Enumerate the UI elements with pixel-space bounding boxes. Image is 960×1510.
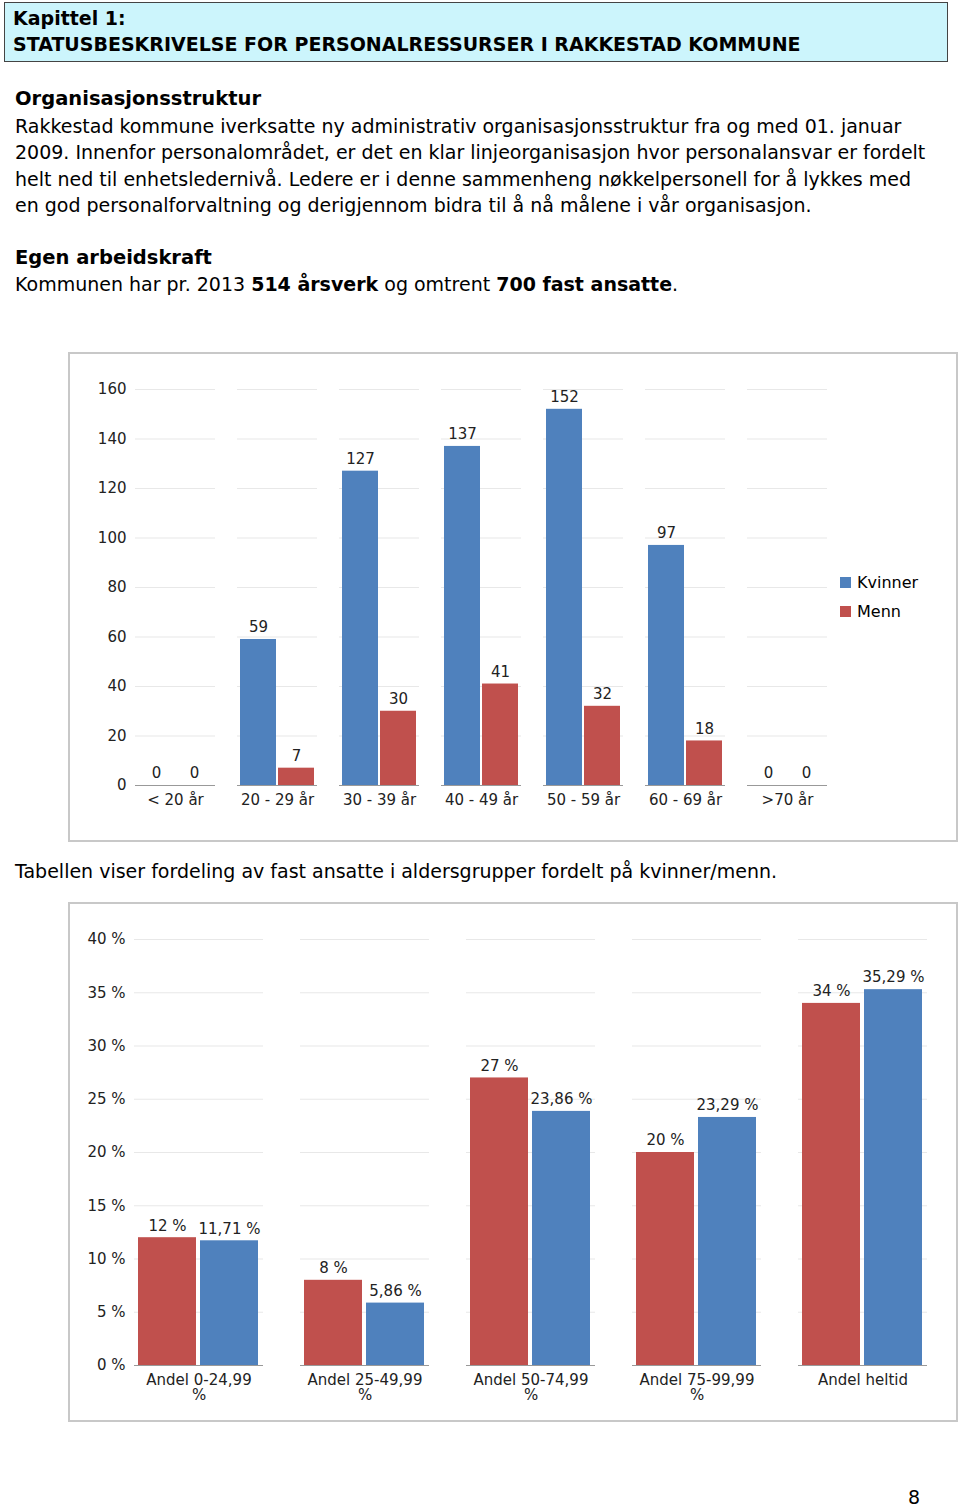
svg-text:137: 137	[448, 425, 477, 443]
svg-text:60 - 69 år: 60 - 69 år	[649, 791, 723, 809]
svg-text:0 %: 0 %	[97, 1356, 126, 1374]
svg-text:5,86 %: 5,86 %	[369, 1282, 421, 1300]
svg-text:11,71 %: 11,71 %	[199, 1220, 261, 1238]
svg-text:0: 0	[152, 764, 162, 782]
svg-text:0: 0	[764, 764, 774, 782]
svg-text:7: 7	[292, 747, 302, 765]
svg-text:8 %: 8 %	[319, 1259, 348, 1277]
svg-text:127: 127	[346, 450, 375, 468]
html-text:Kapittel 1:: Kapittel 1:	[13, 7, 126, 29]
svg-text:40: 40	[107, 677, 126, 695]
svg-text:41: 41	[491, 663, 510, 681]
svg-text:12 %: 12 %	[148, 1217, 186, 1235]
svg-text:120: 120	[98, 479, 127, 497]
svg-text:60: 60	[107, 628, 126, 646]
svg-text:Andel 75-99,99%: Andel 75-99,99%	[640, 1371, 755, 1404]
html-text:Egen arbeidskraft: Egen arbeidskraft	[15, 245, 212, 269]
svg-text:5 %: 5 %	[97, 1303, 126, 1321]
svg-text:30 %: 30 %	[87, 1037, 125, 1055]
svg-text:97: 97	[657, 524, 676, 542]
svg-text:152: 152	[550, 388, 579, 406]
svg-text:30: 30	[389, 690, 408, 708]
html-text:Tabellen viser fordeling av fa: Tabellen viser fordeling av fast ansatte…	[15, 860, 778, 882]
html-text:Organisasjonsstruktur: Organisasjonsstruktur	[15, 87, 261, 110]
svg-text:30 - 39 år: 30 - 39 år	[343, 791, 417, 809]
svg-text:15 %: 15 %	[87, 1197, 125, 1215]
svg-text:Andel 25-49,99%: Andel 25-49,99%	[308, 1371, 423, 1404]
html-text:STATUSBESKRIVELSE FOR PERSONAL: STATUSBESKRIVELSE FOR PERSONALRESSURSER …	[13, 33, 801, 55]
svg-text:>70 år: >70 år	[762, 791, 815, 809]
svg-text:0: 0	[802, 764, 812, 782]
svg-text:0: 0	[190, 764, 200, 782]
svg-text:59: 59	[249, 618, 268, 636]
svg-text:23,86 %: 23,86 %	[531, 1090, 593, 1108]
svg-text:80: 80	[107, 578, 126, 596]
svg-text:40 %: 40 %	[87, 930, 125, 948]
svg-text:< 20 år: < 20 år	[147, 791, 204, 809]
svg-text:32: 32	[593, 685, 612, 703]
html-text:Kvinner: Kvinner	[857, 573, 919, 592]
svg-text:140: 140	[98, 430, 127, 448]
svg-text:40 - 49 år: 40 - 49 år	[445, 791, 519, 809]
svg-text:35,29 %: 35,29 %	[863, 968, 925, 986]
svg-text:23,29 %: 23,29 %	[697, 1096, 759, 1114]
html-text:Rakkestad kommune iverksatte n: Rakkestad kommune iverksatte ny administ…	[15, 114, 926, 216]
svg-text:20: 20	[107, 727, 126, 745]
svg-text:20 - 29 år: 20 - 29 år	[241, 791, 315, 809]
svg-text:20 %: 20 %	[87, 1143, 125, 1161]
svg-text:20 %: 20 %	[646, 1131, 684, 1149]
svg-text:Andel heltid: Andel heltid	[818, 1371, 908, 1389]
html-text:Kommunen har pr. 2013 514 årsv: Kommunen har pr. 2013 514 årsverk og omt…	[15, 273, 679, 295]
svg-text:50 - 59 år: 50 - 59 år	[547, 791, 621, 809]
html-text:8: 8	[908, 1486, 921, 1508]
svg-text:25 %: 25 %	[87, 1090, 125, 1108]
svg-text:10 %: 10 %	[87, 1250, 125, 1268]
svg-text:100: 100	[98, 529, 127, 547]
svg-text:27 %: 27 %	[480, 1057, 518, 1075]
svg-text:35 %: 35 %	[87, 984, 125, 1002]
svg-text:Andel 0-24,99%: Andel 0-24,99%	[146, 1371, 251, 1404]
svg-text:0: 0	[117, 776, 127, 794]
html-text:Menn: Menn	[857, 602, 901, 621]
svg-text:160: 160	[98, 380, 127, 398]
svg-text:34 %: 34 %	[812, 982, 850, 1000]
svg-text:18: 18	[695, 720, 714, 738]
svg-text:Andel 50-74,99%: Andel 50-74,99%	[474, 1371, 589, 1404]
